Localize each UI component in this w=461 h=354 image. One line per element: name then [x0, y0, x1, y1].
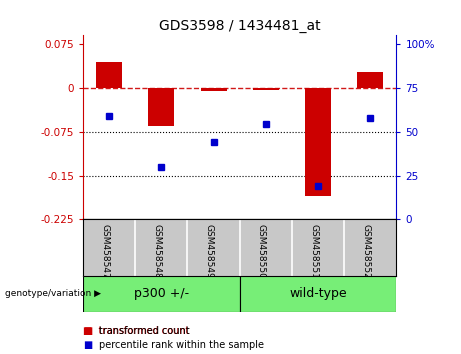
Text: ■  transformed count: ■ transformed count: [83, 326, 189, 336]
Bar: [83, 276, 240, 312]
Text: wild-type: wild-type: [290, 287, 347, 300]
Bar: [201, 88, 227, 91]
Bar: [305, 88, 331, 196]
Text: genotype/variation ▶: genotype/variation ▶: [5, 289, 100, 298]
Text: ■: ■: [83, 341, 92, 350]
Text: GSM458551: GSM458551: [309, 224, 318, 279]
Text: GSM458547: GSM458547: [100, 224, 109, 279]
Text: ■: ■: [83, 326, 92, 336]
Text: GSM458549: GSM458549: [205, 224, 213, 279]
Text: percentile rank within the sample: percentile rank within the sample: [99, 341, 264, 350]
Bar: [148, 88, 174, 126]
Title: GDS3598 / 1434481_at: GDS3598 / 1434481_at: [159, 19, 320, 33]
Text: transformed count: transformed count: [99, 326, 190, 336]
Text: GSM458552: GSM458552: [361, 224, 370, 279]
Bar: [357, 72, 384, 88]
Text: GSM458550: GSM458550: [257, 224, 266, 279]
Bar: [240, 276, 396, 312]
Text: p300 +/-: p300 +/-: [134, 287, 189, 300]
Text: GSM458548: GSM458548: [152, 224, 161, 279]
Bar: [96, 62, 122, 88]
Bar: [253, 88, 279, 90]
